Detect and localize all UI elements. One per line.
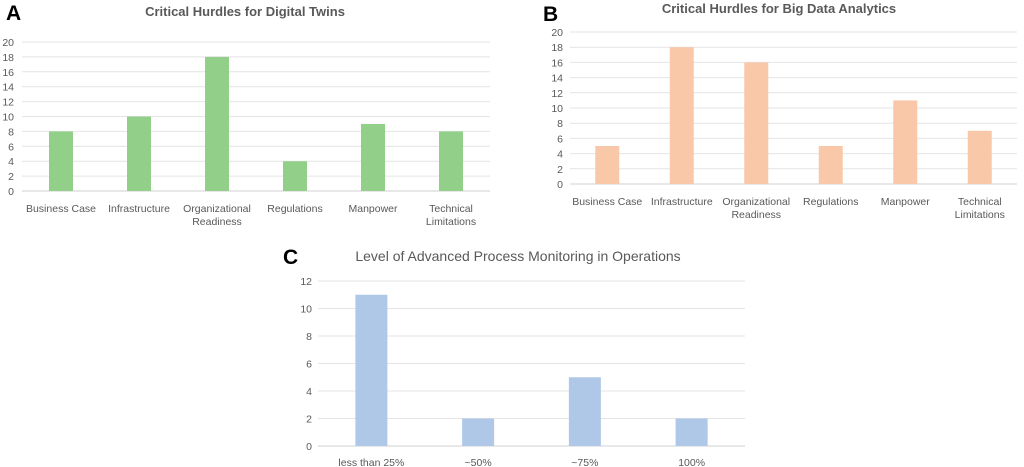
bar-b: [893, 100, 918, 184]
category-label-a: Technical Limitations: [426, 203, 476, 228]
bar-b: [669, 47, 694, 185]
category-label-c: 100%: [678, 457, 705, 467]
bar-c: [462, 418, 495, 446]
category-label-c: less than 25%: [338, 457, 404, 467]
category-label-a: Organizational Readiness: [183, 203, 251, 228]
category-label-b: Organizational Readiness: [722, 196, 790, 221]
bar-b: [818, 146, 843, 184]
category-label-a: Infrastructure: [108, 203, 170, 215]
bar-b: [967, 130, 992, 184]
y-tick-label-b: 10: [551, 103, 563, 115]
y-tick-label-a: 20: [2, 37, 14, 49]
bar-a: [439, 131, 463, 191]
y-tick-label-c: 4: [306, 386, 312, 398]
category-label-b: Infrastructure: [651, 196, 713, 208]
bar-c: [568, 377, 601, 446]
y-tick-label-a: 4: [8, 156, 14, 168]
y-tick-label-c: 0: [306, 441, 312, 453]
y-tick-label-c: 12: [300, 276, 312, 288]
bar-a: [361, 123, 385, 191]
category-label-b: Business Case: [572, 196, 642, 208]
y-tick-label-b: 18: [551, 42, 563, 54]
bar-b: [595, 146, 620, 184]
y-tick-label-a: 12: [2, 97, 14, 109]
category-label-b: Technical Limitations: [955, 196, 1005, 221]
category-label-b: Regulations: [803, 196, 858, 208]
y-tick-label-b: 4: [557, 149, 563, 161]
category-label-b: Manpower: [881, 196, 931, 208]
y-tick-label-a: 0: [8, 186, 14, 198]
category-label-a: Regulations: [267, 203, 322, 215]
y-tick-label-a: 6: [8, 141, 14, 153]
y-tick-label-b: 14: [551, 73, 563, 85]
y-tick-label-a: 14: [2, 82, 14, 94]
chart-title-c: Level of Advanced Process Monitoring in …: [355, 248, 681, 264]
chart-title-a: Critical Hurdles for Digital Twins: [145, 4, 345, 19]
category-label-c: ~75%: [571, 457, 598, 467]
bar-a: [49, 131, 73, 191]
chart-title-b: Critical Hurdles for Big Data Analytics: [661, 1, 897, 16]
y-tick-label-b: 0: [557, 179, 563, 191]
y-tick-label-c: 2: [306, 414, 312, 426]
panel-letter-a: A: [6, 2, 22, 25]
y-tick-label-c: 8: [306, 331, 312, 343]
y-tick-label-b: 20: [551, 27, 563, 39]
y-tick-label-c: 6: [306, 359, 312, 371]
panel-letter-c: C: [283, 246, 299, 269]
y-tick-label-c: 10: [300, 304, 312, 316]
y-tick-label-a: 8: [8, 126, 14, 138]
y-tick-label-a: 16: [2, 67, 14, 79]
bar-a: [205, 56, 229, 192]
bar-b: [744, 62, 769, 184]
bar-c: [355, 294, 388, 446]
bar-a: [283, 161, 307, 191]
panel-letter-b: B: [543, 3, 559, 26]
y-tick-label-b: 6: [557, 133, 563, 145]
bar-a: [127, 116, 151, 191]
category-label-a: Business Case: [26, 203, 96, 215]
y-tick-label-b: 12: [551, 88, 563, 100]
y-tick-label-b: 2: [557, 164, 563, 176]
y-tick-label-a: 10: [2, 112, 14, 124]
y-tick-label-b: 8: [557, 118, 563, 130]
category-label-a: Manpower: [348, 203, 398, 215]
y-tick-label-a: 2: [8, 171, 14, 183]
y-tick-label-a: 18: [2, 52, 14, 64]
category-label-c: ~50%: [465, 457, 492, 467]
bar-c: [675, 418, 708, 446]
y-tick-label-b: 16: [551, 57, 563, 69]
